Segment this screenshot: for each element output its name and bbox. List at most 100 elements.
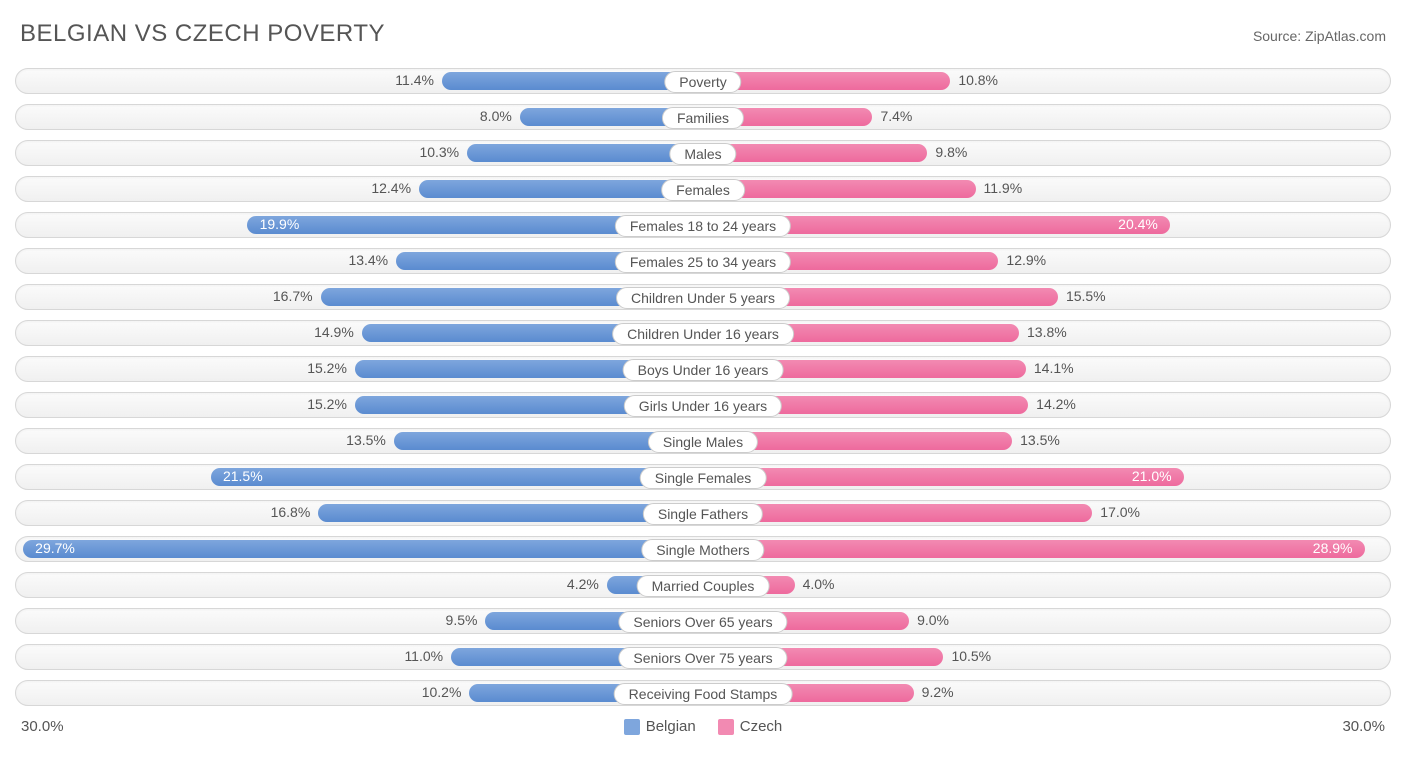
- belgian-value: 8.0%: [480, 108, 512, 124]
- czech-value: 13.5%: [1020, 432, 1060, 448]
- czech-value: 9.0%: [917, 612, 949, 628]
- category-label: Families: [662, 107, 744, 129]
- belgian-value: 16.8%: [271, 504, 311, 520]
- belgian-value: 10.2%: [422, 684, 462, 700]
- bar-row: 14.9% 13.8% Children Under 16 years: [15, 320, 1391, 352]
- belgian-bar: [23, 540, 703, 558]
- bar-track: 11.0% 10.5% Seniors Over 75 years: [15, 644, 1391, 670]
- bar-track: 14.9% 13.8% Children Under 16 years: [15, 320, 1391, 346]
- category-label: Girls Under 16 years: [624, 395, 782, 417]
- belgian-value: 11.0%: [404, 648, 443, 664]
- chart-header: BELGIAN VS CZECH POVERTY Source: ZipAtla…: [15, 20, 1391, 48]
- category-label: Females: [661, 179, 745, 201]
- czech-value: 12.9%: [1006, 252, 1046, 268]
- czech-value: 10.5%: [951, 648, 991, 664]
- category-label: Seniors Over 75 years: [618, 647, 787, 669]
- bar-row: 11.4% 10.8% Poverty: [15, 68, 1391, 100]
- bar-track: 10.3% 9.8% Males: [15, 140, 1391, 166]
- bar-track: 16.7%15.5%Children Under 5 years: [15, 284, 1391, 310]
- czech-value: 9.8%: [935, 144, 967, 160]
- axis-right-max: 30.0%: [1342, 718, 1385, 735]
- bar-row: 13.4% 12.9% Females 25 to 34 years: [15, 248, 1391, 280]
- bar-track: 10.2% 9.2% Receiving Food Stamps: [15, 680, 1391, 706]
- legend: Belgian Czech: [64, 718, 1343, 735]
- diverging-bar-chart: 11.4% 10.8% Poverty 8.0% 7.4% Families 10.3% 9.…: [15, 68, 1391, 712]
- belgian-value: 9.5%: [446, 612, 478, 628]
- category-label: Single Mothers: [641, 539, 764, 561]
- bar-row: 4.2%4.0%Married Couples: [15, 572, 1391, 604]
- bar-track: 13.4% 12.9% Females 25 to 34 years: [15, 248, 1391, 274]
- czech-value: 14.1%: [1034, 360, 1074, 376]
- czech-value: 15.5%: [1066, 288, 1106, 304]
- belgian-value: 12.4%: [371, 180, 411, 196]
- category-label: Males: [669, 143, 736, 165]
- czech-bar: [703, 144, 927, 162]
- belgian-value: 15.2%: [307, 360, 347, 376]
- czech-value: 9.2%: [922, 684, 954, 700]
- bar-row: 9.5%9.0%Seniors Over 65 years: [15, 608, 1391, 640]
- legend-label-czech: Czech: [740, 718, 783, 735]
- bar-track: 9.5%9.0%Seniors Over 65 years: [15, 608, 1391, 634]
- belgian-value: 10.3%: [419, 144, 459, 160]
- legend-item-belgian: Belgian: [624, 718, 696, 735]
- belgian-value: 15.2%: [307, 396, 347, 412]
- chart-title: BELGIAN VS CZECH POVERTY: [20, 20, 385, 48]
- category-label: Poverty: [664, 71, 741, 93]
- belgian-value: 13.4%: [348, 252, 388, 268]
- czech-bar: [703, 540, 1365, 558]
- bar-row: 16.7%15.5%Children Under 5 years: [15, 284, 1391, 316]
- bar-track: 16.8% 17.0% Single Fathers: [15, 500, 1391, 526]
- legend-item-czech: Czech: [718, 718, 783, 735]
- belgian-value: 14.9%: [314, 324, 354, 340]
- legend-swatch-belgian: [624, 719, 640, 735]
- belgian-value: 21.5%: [223, 468, 263, 484]
- bar-row: 29.7%28.9%Single Mothers: [15, 536, 1391, 568]
- czech-value: 10.8%: [958, 72, 998, 88]
- bar-track: 21.5% 21.0% Single Females: [15, 464, 1391, 490]
- belgian-value: 19.9%: [260, 216, 300, 232]
- bar-track: 19.9% 20.4% Females 18 to 24 years: [15, 212, 1391, 238]
- bar-track: 4.2%4.0%Married Couples: [15, 572, 1391, 598]
- bar-row: 21.5% 21.0% Single Females: [15, 464, 1391, 496]
- belgian-value: 16.7%: [273, 288, 313, 304]
- category-label: Children Under 16 years: [612, 323, 794, 345]
- category-label: Females 25 to 34 years: [615, 251, 791, 273]
- category-label: Married Couples: [637, 575, 770, 597]
- bar-track: 11.4% 10.8% Poverty: [15, 68, 1391, 94]
- belgian-bar: [467, 144, 703, 162]
- bar-track: 15.2% 14.1% Boys Under 16 years: [15, 356, 1391, 382]
- czech-value: 21.0%: [1132, 468, 1172, 484]
- czech-value: 14.2%: [1036, 396, 1076, 412]
- czech-value: 7.4%: [880, 108, 912, 124]
- belgian-value: 11.4%: [395, 72, 434, 88]
- category-label: Single Fathers: [643, 503, 763, 525]
- belgian-value: 13.5%: [346, 432, 386, 448]
- bar-track: 15.2% 14.2% Girls Under 16 years: [15, 392, 1391, 418]
- czech-bar: [703, 468, 1184, 486]
- bar-track: 29.7%28.9%Single Mothers: [15, 536, 1391, 562]
- category-label: Boys Under 16 years: [623, 359, 784, 381]
- bar-row: 10.2% 9.2% Receiving Food Stamps: [15, 680, 1391, 712]
- category-label: Females 18 to 24 years: [615, 215, 791, 237]
- czech-value: 11.9%: [984, 180, 1023, 196]
- category-label: Receiving Food Stamps: [614, 683, 793, 705]
- legend-label-belgian: Belgian: [646, 718, 696, 735]
- bar-row: 8.0% 7.4% Families: [15, 104, 1391, 136]
- bar-row: 12.4% 11.9% Females: [15, 176, 1391, 208]
- category-label: Single Females: [640, 467, 767, 489]
- bar-row: 15.2% 14.1% Boys Under 16 years: [15, 356, 1391, 388]
- bar-row: 15.2% 14.2% Girls Under 16 years: [15, 392, 1391, 424]
- czech-value: 13.8%: [1027, 324, 1067, 340]
- bar-row: 10.3% 9.8% Males: [15, 140, 1391, 172]
- czech-value: 17.0%: [1100, 504, 1140, 520]
- chart-source: Source: ZipAtlas.com: [1253, 28, 1386, 44]
- bar-track: 13.5%13.5%Single Males: [15, 428, 1391, 454]
- czech-value: 20.4%: [1118, 216, 1158, 232]
- belgian-bar: [211, 468, 703, 486]
- czech-value: 4.0%: [803, 576, 835, 592]
- bar-row: 16.8% 17.0% Single Fathers: [15, 500, 1391, 532]
- bar-track: 8.0% 7.4% Families: [15, 104, 1391, 130]
- bar-track: 12.4% 11.9% Females: [15, 176, 1391, 202]
- chart-footer: 30.0% Belgian Czech 30.0%: [15, 718, 1391, 735]
- bar-row: 11.0% 10.5% Seniors Over 75 years: [15, 644, 1391, 676]
